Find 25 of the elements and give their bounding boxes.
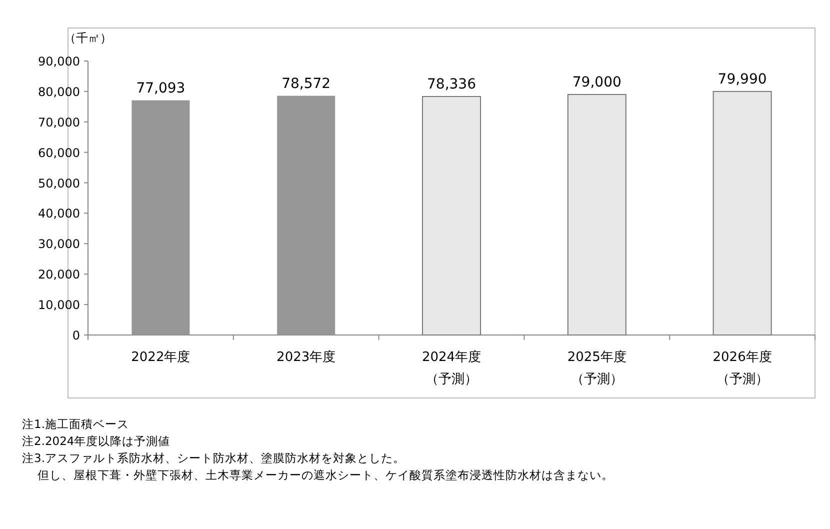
y-tick-label: 20,000 — [38, 268, 80, 282]
text: 但し、屋根下葺・外壁下張材、土木専業メーカーの遮水シート、ケイ酸質系塗布浸透性防水材は含まない。 — [22, 468, 614, 482]
y-tick-label: 10,000 — [38, 298, 80, 312]
y-tick-label: 50,000 — [38, 176, 80, 190]
y-tick-label: 0 — [72, 328, 80, 342]
y-tick-label: 90,000 — [38, 54, 80, 68]
y-axis-title: （千㎡） — [64, 31, 112, 45]
x-tick-label: 2025年度（予測） — [567, 349, 626, 387]
y-tick-label: 80,000 — [38, 84, 80, 99]
y-tick-label: 30,000 — [38, 237, 80, 252]
data-label: 79,000 — [572, 74, 622, 90]
y-tick-label: 40,000 — [38, 206, 80, 221]
data-label: 79,990 — [718, 71, 767, 88]
x-tick-label: 2026年度（予測） — [712, 349, 772, 387]
y-tick-label: 60,000 — [38, 146, 80, 160]
data-label: 78,572 — [282, 76, 331, 92]
x-tick-label: 2024年度（予測） — [422, 349, 482, 387]
data-label: 77,093 — [136, 80, 186, 96]
x-tick-label: 2022年度 — [131, 349, 190, 365]
text: 注2.2024年度以降は予測値 — [22, 434, 170, 448]
x-tick-label: 2023年度 — [276, 349, 336, 365]
text: 注1.施工面積ベース — [22, 417, 129, 431]
y-tick-label: 70,000 — [38, 115, 80, 130]
text: 注3.アスファルト系防水材、シート防水材、塗膜防水材を対象とした。 — [22, 451, 405, 465]
data-label: 78,336 — [427, 76, 476, 93]
